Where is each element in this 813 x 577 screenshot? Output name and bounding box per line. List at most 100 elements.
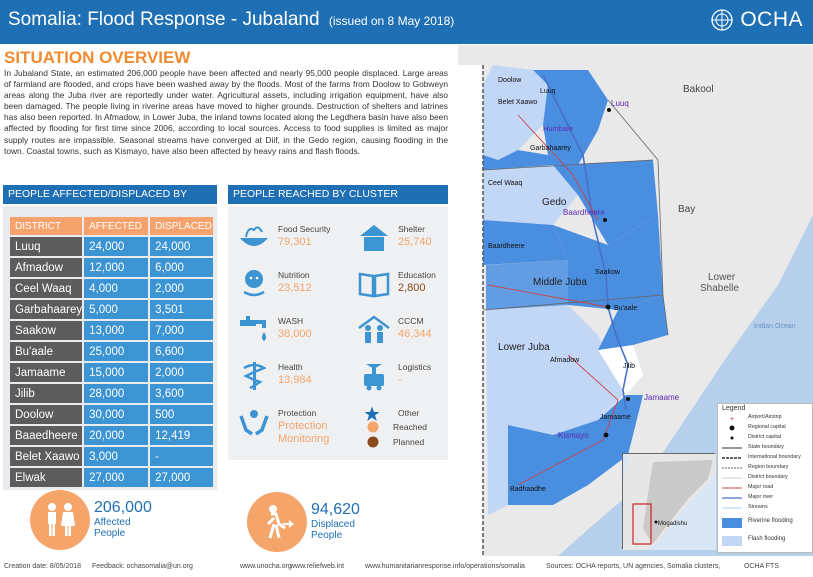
footer-feedback[interactable]: Feedback: ochasomalia@un.org [92, 563, 193, 570]
cluster-wash: WASH 38,000 [238, 314, 348, 364]
legend-item-riverine-flooding: Riverine flooding [718, 516, 813, 530]
inset-map[interactable]: Mogadishu [622, 453, 716, 550]
airport-icon: + [730, 416, 734, 421]
nutrition-icon [243, 270, 265, 297]
cluster-name: Logistics [398, 362, 432, 372]
district-cell: Baaedheere [10, 426, 83, 445]
district-section-title: PEOPLE AFFECTED/DISPLACED BY DISTRICT [3, 185, 217, 219]
legend-label: State boundary [748, 444, 784, 450]
displaced-cell: 6,000 [148, 258, 214, 277]
region-label-middle-juba: Middle Juba [533, 277, 587, 288]
displaced-cell: 3,600 [148, 384, 214, 403]
juba-river [542, 74, 629, 411]
ocha-logo[interactable]: OCHA [710, 8, 803, 32]
legend-item-flash-flooding: Flash flooding [718, 534, 813, 548]
place-jamaame-capital: Jamaame [644, 393, 680, 402]
affected-cell: 15,000 [82, 363, 149, 382]
cluster-value: 46,344 [398, 328, 432, 340]
cluster-shelter: Shelter 25,740 [358, 222, 468, 272]
legend-label: Airport/Airstrip [748, 414, 782, 420]
district-capital-marker [603, 218, 607, 222]
displaced-cell: 2,000 [148, 279, 214, 298]
regional-capital-marker [605, 304, 611, 310]
affected-cell: 25,000 [82, 342, 149, 361]
region-label-bakool: Bakool [683, 84, 714, 95]
affected-cell: 4,000 [82, 279, 149, 298]
displaced-cell: 500 [148, 405, 214, 424]
svg-text:+: + [730, 416, 734, 421]
district-table: DISTRICT AFFECTED DISPLACED Luuq 24,000 24… [10, 215, 214, 489]
table-row: Elwak 27,000 27,000 [10, 468, 214, 487]
footer-link-unocha[interactable]: www.unocha.org [240, 563, 292, 570]
footer-creation-date: Creation date: 8/05/2018 [4, 563, 82, 570]
affected-label: Affected People [94, 517, 131, 539]
affected-cell: 12,000 [82, 258, 149, 277]
cluster-value: 2,800 [398, 282, 426, 294]
major-road [487, 114, 619, 486]
affected-cell: 13,000 [82, 321, 149, 340]
cluster-name: CCCM [398, 316, 424, 326]
legend-item-district-capital: District capital [718, 433, 813, 443]
legend-label: District capital [748, 434, 781, 440]
affected-cell: 28,000 [82, 384, 149, 403]
legend-item-regional-capital: Regional capital [718, 423, 813, 433]
cluster-other: Other [364, 406, 474, 456]
un-emblem-icon [711, 9, 733, 31]
displaced-cell: 6,600 [148, 342, 214, 361]
region-boundary [482, 99, 669, 336]
cluster-name: Shelter [398, 224, 425, 234]
displaced-cell: 12,419 [148, 426, 214, 445]
cluster-value: 79,301 [278, 236, 312, 248]
legend-label: Region boundary [748, 464, 789, 470]
education-icon [358, 272, 390, 298]
affected-number: 206,000 [94, 499, 152, 516]
kenya-area [458, 65, 483, 556]
displaced-cell: 27,000 [148, 468, 214, 487]
affected-cell: 3,000 [82, 447, 149, 466]
cluster-name: Protection [278, 408, 317, 418]
affected-cell: 27,000 [82, 468, 149, 487]
district-boundary-icon [722, 477, 742, 479]
state-boundary-icon [722, 447, 742, 449]
cluster-protection: Protection Protection Monitoring [238, 406, 348, 456]
district-cell: Doolow [10, 405, 83, 424]
baardheere-west-region [483, 220, 568, 265]
cluster-name: Education [398, 270, 436, 280]
place-baardheere-capital: Baardheere [563, 208, 605, 217]
food-security-icon [240, 226, 268, 246]
legend-item-region-boundary: Region boundary [718, 463, 813, 473]
table-row: Bu'aale 25,000 6,600 [10, 342, 214, 361]
cluster-value: 13,984 [278, 374, 312, 386]
afmadow-region [486, 305, 628, 515]
legend-label: Flash flooding [748, 536, 786, 542]
column-header-affected: AFFECTED [82, 217, 149, 235]
ocean-label: Indian Ocean [754, 323, 796, 330]
affected-cell: 20,000 [82, 426, 149, 445]
legend-item-district-boundary: District boundary [718, 473, 813, 483]
table-row: Baaedheere 20,000 12,419 [10, 426, 214, 445]
cluster-value: 38,000 [278, 328, 312, 340]
legend-reached: Reached [393, 422, 428, 432]
major-river-icon [722, 497, 742, 499]
protection-icon [239, 410, 269, 436]
district-cell: Garbahaarey [10, 300, 83, 319]
place-ceel-waaq: Ceel Waaq [488, 180, 522, 187]
displaced-cell: 2,000 [148, 363, 214, 382]
international-boundary-icon [722, 457, 742, 459]
cluster-section-title: PEOPLE REACHED BY CLUSTER [228, 185, 448, 204]
displaced-number: 94,620 [311, 501, 360, 518]
column-header-district: DISTRICT [10, 217, 83, 235]
logistics-icon [364, 364, 384, 391]
footer-link-reliefweb[interactable]: www.reliefweb.int [290, 563, 345, 570]
ceel-waaq-region [483, 165, 578, 225]
issued-date: (issued on 8 May 2018) [328, 14, 455, 28]
cluster-cccm: CCCM 46,344 [358, 314, 468, 364]
place-garbahaarey: Garbahaarey [530, 145, 571, 152]
saakow-region [553, 215, 663, 310]
title-text: Somalia: Flood Response - Jubaland [8, 9, 320, 30]
table-row: Garbahaarey 5,000 3,501 [10, 300, 214, 319]
place-kismayo: Kismayo [558, 431, 589, 440]
cluster-nutrition: Nutrition 23,512 [238, 268, 348, 318]
place-badhaadhe: Badhaadhe [510, 486, 546, 493]
footer-link-humanitarianresponse[interactable]: www.humanitarianresponse.info/operations… [365, 563, 525, 570]
